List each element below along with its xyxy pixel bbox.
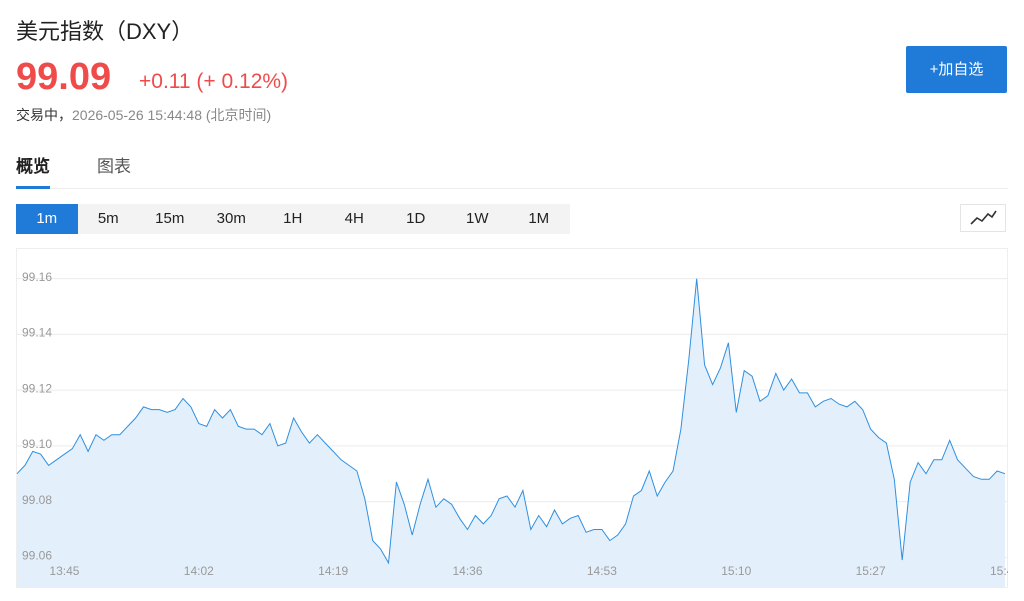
chart-icon [970,210,997,225]
x-tick-label: 15:27 [856,564,886,578]
status: 交易中，2026-05-26 15:44:48 (北京时间) [16,105,271,125]
x-tick-label: 14:36 [453,564,483,578]
chart-type-button[interactable] [960,204,1006,232]
x-tick-label: 15:44 [990,564,1008,578]
change-value: +0.11 [139,70,191,93]
y-tick-label: 99.12 [22,381,52,395]
price-line [16,278,1006,565]
y-tick-label: 99.06 [22,549,52,563]
x-tick-label: 13:45 [49,564,79,578]
change: +0.11 (+ 0.12%) [139,70,288,94]
period-button[interactable]: 1H [283,210,303,227]
period-button[interactable]: 1m [16,204,78,234]
title: 美元指数（DXY） [16,19,194,44]
x-tick-label: 14:53 [587,564,617,578]
period-button[interactable]: 4H [344,210,364,227]
price: 99.09 [16,56,112,98]
x-tick-label: 14:19 [318,564,348,578]
tabs: 概览 图表 [16,152,1008,189]
y-tick-label: 99.14 [22,326,52,340]
y-tick-label: 99.08 [22,493,52,507]
period-button[interactable]: 1W [466,210,489,227]
area-fill [17,278,1005,588]
change-pct: (+ 0.12%) [196,70,289,93]
x-tick-label: 15:10 [721,564,751,578]
period-button[interactable]: 5m [97,210,119,227]
period-button[interactable]: 30m [216,210,246,227]
y-tick-label: 99.10 [22,437,52,451]
period-selector: 1m 5m 15m 30m 1H 4H 1D 1W 1M [16,204,570,234]
y-tick-label: 99.16 [22,270,52,284]
period-button[interactable]: 15m [155,210,185,227]
add-watchlist-button[interactable]: +加自选 [906,46,1007,93]
period-button[interactable]: 1D [406,210,426,227]
x-tick-label: 14:02 [184,564,214,578]
tab[interactable]: 概览 [16,152,50,189]
trading-status: 交易中， [16,107,72,123]
tab[interactable]: 图表 [97,157,131,176]
timestamp: 2026-05-26 15:44:48 (北京时间) [72,107,272,123]
chart: 99.06 99.08 99.10 99.12 99.14 99.16 13:45 14:02… [16,248,1008,588]
period-button[interactable]: 1M [528,210,550,227]
